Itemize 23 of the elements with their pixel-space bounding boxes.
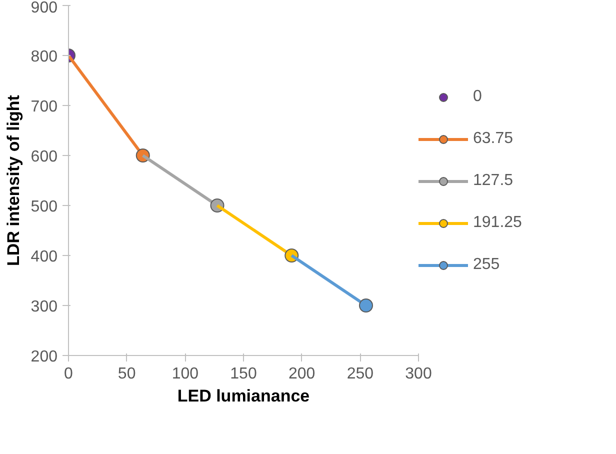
legend-label: 191.25 — [473, 214, 522, 232]
y-tick-label: 500 — [30, 198, 58, 216]
x-tick-label: 150 — [230, 366, 257, 382]
x-tick-label: 300 — [405, 366, 432, 382]
legend-label: 255 — [473, 256, 500, 274]
y-tick-label: 400 — [30, 248, 58, 266]
x-axis-title: LED lumianance — [177, 386, 310, 406]
y-tick-label: 900 — [30, 0, 58, 16]
y-tick-label: 300 — [30, 298, 58, 316]
x-tick-label: 250 — [346, 366, 374, 382]
point — [359, 298, 373, 312]
x-tick-label: 200 — [288, 366, 316, 382]
y-tick-label: 700 — [30, 98, 58, 116]
legend-label: 0 — [473, 88, 483, 106]
y-tick-label: 200 — [30, 348, 58, 366]
y-tick-label: 600 — [30, 148, 58, 166]
legend-label: 63.75 — [473, 130, 514, 148]
y-tick-label: 800 — [30, 48, 58, 66]
legend-label: 127.5 — [473, 172, 514, 190]
x-tick-label: 0 — [64, 366, 74, 382]
y-axis-title: LDR intensity of light — [4, 94, 23, 266]
x-tick-label: 50 — [118, 366, 136, 382]
x-tick-label: 100 — [172, 366, 199, 382]
